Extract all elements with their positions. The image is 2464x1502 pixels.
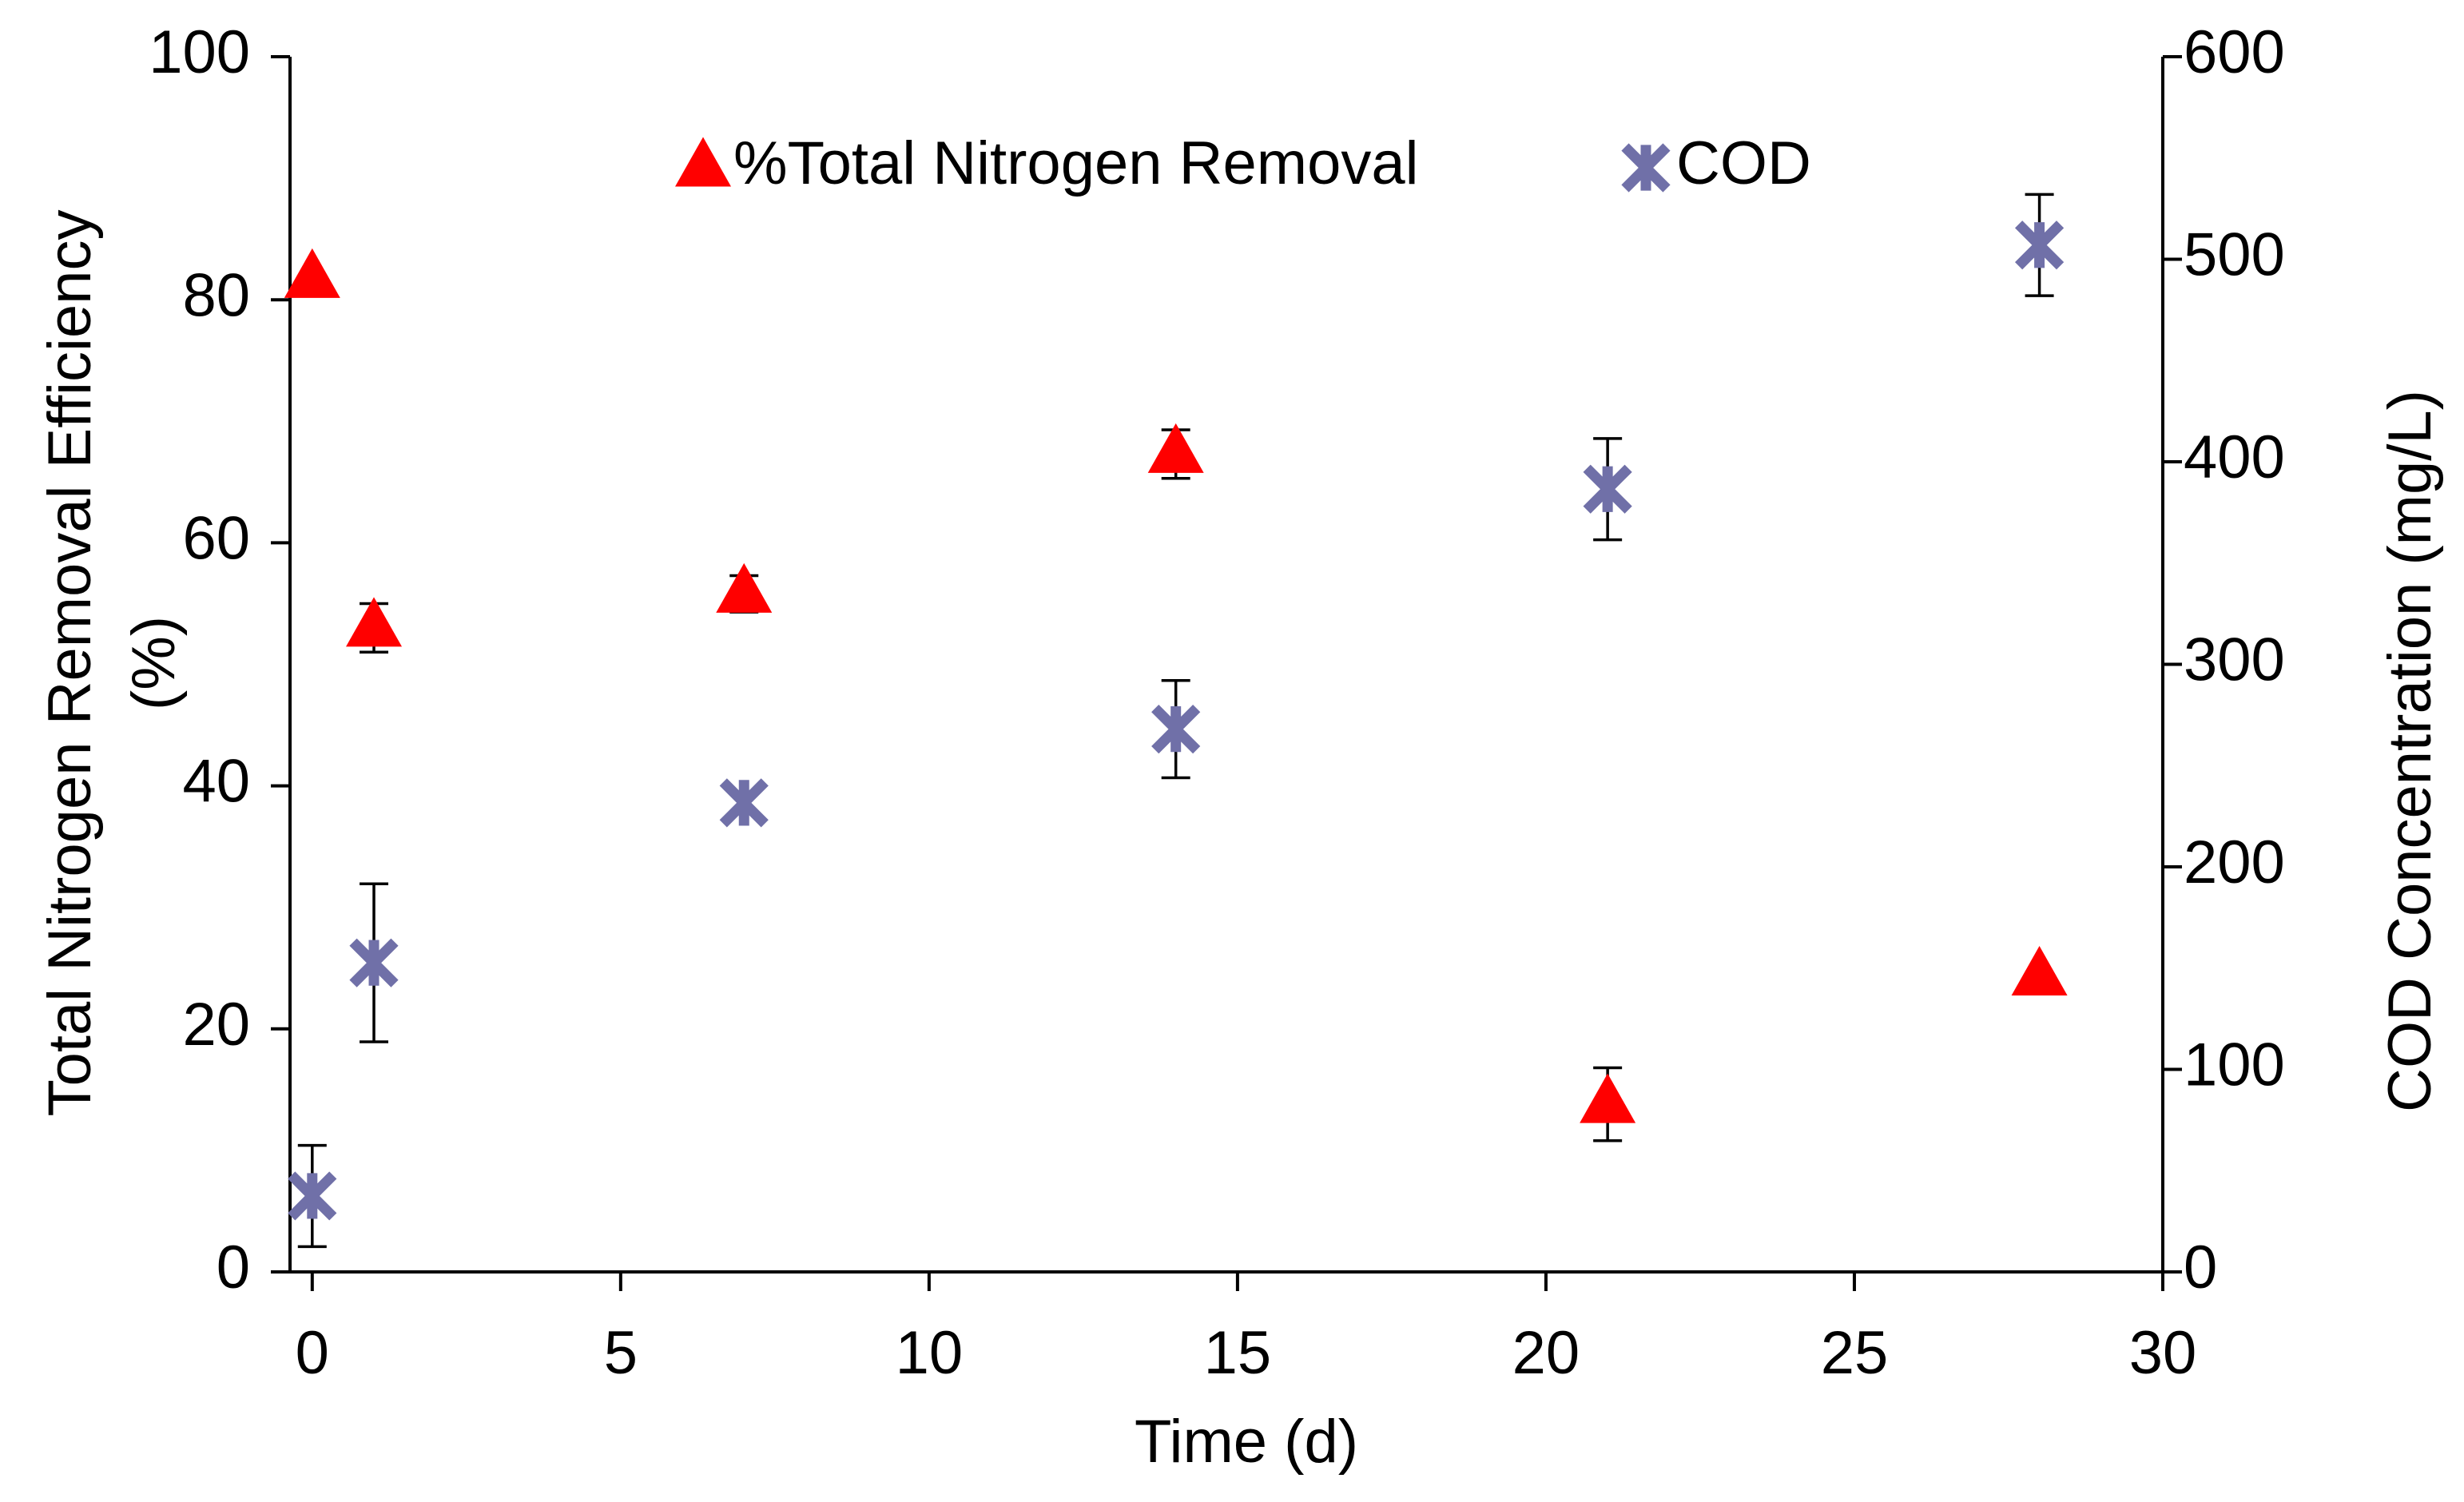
point bbox=[1151, 705, 1201, 754]
legend-label: %Total Nitrogen Removal bbox=[733, 129, 1419, 197]
point bbox=[719, 778, 769, 828]
y2-tick-label: 600 bbox=[2184, 18, 2285, 86]
point bbox=[2011, 945, 2068, 995]
y2-tick-label: 100 bbox=[2184, 1031, 2285, 1099]
x-axis-title: Time (d) bbox=[1135, 1408, 1358, 1476]
x-tick-label: 5 bbox=[604, 1319, 638, 1387]
legend-marker bbox=[675, 137, 731, 187]
y2-tick-label: 300 bbox=[2184, 626, 2285, 694]
y2-tick-label: 0 bbox=[2184, 1234, 2217, 1301]
point bbox=[716, 562, 773, 613]
x-tick-label: 30 bbox=[2129, 1319, 2197, 1387]
point bbox=[1583, 464, 1632, 514]
y2-tick-label: 400 bbox=[2184, 423, 2285, 491]
x-tick-label: 25 bbox=[1821, 1319, 1889, 1387]
point bbox=[1147, 423, 1204, 473]
y-tick-label: 80 bbox=[182, 261, 250, 329]
x-tick-label: 15 bbox=[1204, 1319, 1272, 1387]
y-axis-title: Total Nitrogen Removal Efficiency bbox=[36, 210, 104, 1117]
point bbox=[288, 1171, 337, 1221]
x-tick-label: 10 bbox=[896, 1319, 964, 1387]
y-tick-label: 40 bbox=[182, 748, 250, 816]
point bbox=[346, 597, 403, 647]
y2-axis-title: COD Concentration (mg/L) bbox=[2376, 390, 2444, 1112]
legend-marker bbox=[1621, 143, 1671, 193]
point bbox=[349, 938, 399, 987]
legend-label: COD bbox=[1676, 129, 1811, 197]
point bbox=[2014, 221, 2065, 270]
y-tick-label: 0 bbox=[217, 1234, 250, 1301]
point bbox=[1580, 1073, 1636, 1123]
y2-tick-label: 500 bbox=[2184, 221, 2285, 289]
x-tick-label: 20 bbox=[1512, 1319, 1580, 1387]
y-axis-title: (%) bbox=[120, 616, 188, 710]
point bbox=[284, 248, 340, 298]
y-tick-label: 100 bbox=[149, 18, 250, 86]
y-tick-label: 60 bbox=[182, 504, 250, 572]
y2-tick-label: 200 bbox=[2184, 828, 2285, 896]
x-tick-label: 0 bbox=[296, 1319, 329, 1387]
y-tick-label: 20 bbox=[182, 991, 250, 1059]
